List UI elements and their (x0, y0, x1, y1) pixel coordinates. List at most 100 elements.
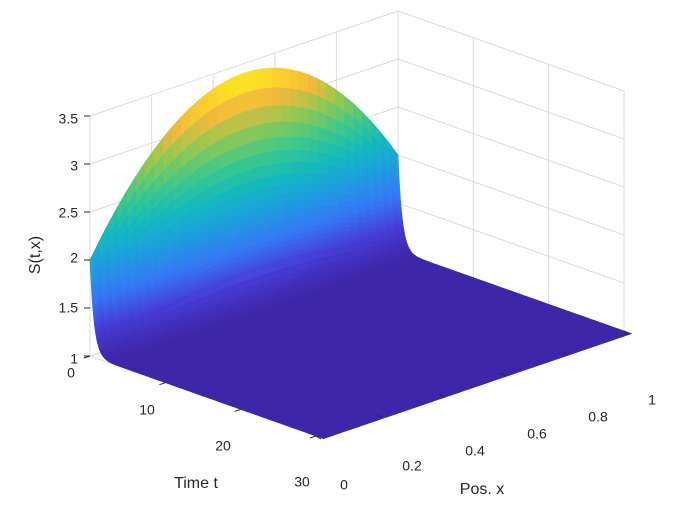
surface-patch (347, 200, 358, 209)
surface-patch (253, 88, 264, 110)
surface-patch (264, 163, 275, 179)
surface-patch (310, 199, 321, 208)
surface-patch (319, 182, 330, 193)
surface-patch (289, 105, 300, 124)
surface-patch (376, 226, 387, 231)
surface-patch (279, 67, 290, 89)
surface-patch (348, 222, 359, 228)
x-tick (623, 330, 630, 335)
surface-patch (291, 161, 302, 174)
x-tick (562, 351, 568, 356)
surface-patch (299, 150, 310, 164)
surface-patch (282, 183, 293, 195)
surface-patch (244, 90, 255, 113)
grid-line (397, 154, 625, 236)
surface-patch (301, 182, 312, 193)
x-tick-label: 1 (648, 392, 656, 408)
surface-patch (329, 212, 340, 219)
surface-patch (289, 88, 300, 108)
surface-patch (290, 136, 301, 151)
z-axis-label: S(t,x) (27, 236, 44, 274)
surface-patch (281, 121, 292, 138)
surface-patch (309, 172, 320, 184)
surface-patch (292, 191, 303, 203)
z-tick-label: 3 (70, 158, 78, 174)
surface-patch (262, 105, 273, 125)
surface-patch (273, 162, 284, 177)
surface-patch (327, 164, 338, 177)
t-tick (83, 355, 91, 359)
surface-patch (308, 150, 320, 164)
surface-patch (367, 226, 378, 231)
surface-patch (262, 87, 273, 108)
surface-patch (253, 106, 264, 127)
surface-patch (234, 72, 245, 98)
surface-patch (299, 136, 310, 152)
surface-patch (310, 191, 321, 201)
surface-patch (317, 139, 328, 155)
surface-patch (272, 136, 283, 153)
surface-patch (357, 217, 368, 224)
surface-patch (329, 206, 340, 214)
surface-patch (318, 152, 329, 166)
surface-patch (300, 161, 311, 174)
surface-patch (347, 212, 358, 219)
x-tick (315, 435, 322, 440)
z-tick-label: 2.5 (59, 205, 79, 221)
surface-patch (348, 217, 359, 224)
surface-patch (298, 89, 309, 110)
z-tick-label: 3.5 (59, 111, 79, 127)
surface-patch (290, 149, 301, 163)
surface-patch (337, 192, 348, 202)
grid-line (397, 106, 625, 188)
surface-patch (330, 217, 341, 225)
surface-patch (327, 174, 338, 186)
surface-patch (281, 149, 292, 164)
t-axis-label: Time t (174, 475, 218, 492)
t-tick (234, 408, 241, 412)
surface-patch (263, 151, 274, 167)
surface-patch (357, 222, 368, 228)
t-tick-label: 20 (215, 438, 231, 454)
surface-patch (347, 206, 358, 214)
t-tick (159, 382, 166, 386)
surface-patch (319, 191, 330, 201)
grid-line (397, 10, 625, 92)
surface-patch (328, 199, 340, 208)
surface-patch (273, 174, 284, 187)
surface-patch (328, 191, 339, 201)
x-tick-label: 0 (340, 477, 348, 493)
surface-patch (356, 213, 367, 220)
surface-patch (338, 199, 349, 208)
surface-patch (307, 92, 318, 113)
surface-patch (385, 229, 396, 234)
surface-patch (252, 68, 263, 92)
surface-patch (235, 92, 246, 116)
x-tick (377, 414, 383, 419)
surface-patch (253, 123, 264, 142)
surface-patch (310, 182, 321, 193)
surface-patch (366, 222, 377, 228)
surface-patch (281, 136, 292, 151)
surface-patch (244, 108, 255, 130)
grid-line (397, 202, 625, 284)
surface-patch (318, 163, 329, 176)
surface-patch (308, 138, 319, 153)
surface-patch (315, 432, 334, 439)
z-tick-label: 1 (70, 351, 78, 367)
surface-patch (280, 87, 291, 107)
t-tick-label: 0 (67, 365, 75, 381)
surface-patch (318, 173, 329, 185)
surface-patch (288, 68, 300, 91)
surface-patch (254, 152, 265, 169)
t-tick-labels: 0 10 20 30 (67, 365, 310, 490)
surface-patch (338, 212, 349, 219)
surface (89, 67, 633, 439)
surface-patch (290, 121, 301, 138)
surface-patch (328, 183, 339, 194)
surface-patch (311, 206, 322, 215)
surface-patch (307, 73, 318, 97)
surface-patch (272, 121, 283, 139)
t-tick-label: 10 (139, 402, 155, 418)
